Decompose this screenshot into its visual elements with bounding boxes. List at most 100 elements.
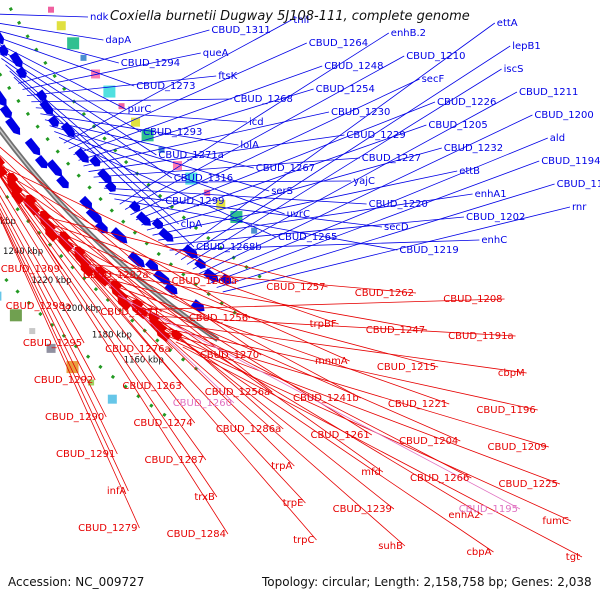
leader-line (0, 167, 185, 387)
reverse-gene-label: trxB (194, 492, 215, 503)
leader-line (102, 281, 450, 405)
feature-box (107, 394, 117, 404)
leader-line (7, 181, 273, 393)
leader-line (68, 42, 307, 150)
leader-line (0, 30, 119, 64)
feature-box (46, 343, 56, 353)
leader-line (0, 13, 89, 18)
reverse-gene-label: cbpA (466, 547, 491, 558)
forward-gene-label: iscS (504, 64, 524, 75)
forward-gene-arrow (89, 155, 101, 167)
forward-gene-label: CBUD_1273 (136, 81, 195, 92)
reverse-gene-label: CBUD_1282a (83, 270, 148, 281)
scale-label: 1180 kbp (92, 330, 132, 340)
forward-gene-label: uvrC (287, 209, 310, 220)
reverse-gene-label: CBUD_1284 (167, 529, 226, 540)
reverse-gene-label: trpBF (310, 319, 337, 330)
feature-box (131, 117, 141, 127)
leader-line (0, 207, 107, 418)
reverse-gene-label: CBUD_1256a (205, 387, 270, 398)
forward-gene-arrow (164, 282, 178, 295)
reverse-gene-label: CBUD_1221 (388, 399, 447, 410)
dotted-ring (0, 71, 237, 315)
leader-line (41, 220, 339, 325)
forward-gene-arrow (0, 31, 5, 45)
forward-gene-arrow (0, 90, 7, 107)
feature-box (56, 21, 66, 31)
leader-line (18, 29, 210, 84)
leader-line (0, 212, 118, 455)
forward-gene-label: lepB1 (512, 41, 541, 52)
scale-label: 1200 kbp (61, 304, 101, 314)
leader-line (180, 45, 511, 261)
forward-gene-label: CBUD_1254 (316, 84, 375, 95)
leader-line (152, 170, 458, 236)
leader-line (29, 207, 317, 541)
leader-line (182, 346, 583, 558)
leader-line (0, 216, 140, 529)
forward-gene-label: CBUD_1232 (444, 143, 503, 154)
leader-line (141, 124, 427, 226)
forward-gene-label: enhA1 (475, 189, 507, 200)
forward-gene-label: secF (422, 74, 445, 85)
leader-lines (0, 13, 583, 558)
leader-line (108, 287, 461, 442)
reverse-gene-arrow (59, 231, 71, 243)
forward-gene-label: ald (550, 133, 565, 144)
reverse-gene-label: CBUD_1262 (355, 288, 414, 299)
reverse-gene-label: mfd (361, 467, 381, 478)
forward-gene-label: CBUD_1219 (399, 245, 458, 256)
forward-gene-arrow (60, 121, 75, 138)
leader-line (0, 53, 157, 156)
forward-gene-label: yajC (353, 176, 375, 187)
forward-gene-label: enhC (481, 235, 507, 246)
leader-line (73, 65, 323, 156)
reverse-gene-label: fumC (542, 516, 569, 527)
forward-gene-arrow (5, 117, 21, 136)
leader-line (24, 201, 235, 404)
feature-box (91, 69, 101, 79)
reverse-gene-label: mnmA (315, 356, 348, 367)
forward-gene-label: CBUD_1226 (437, 97, 496, 108)
reverse-gene-label: CBUD_1263 (122, 381, 181, 392)
reverse-gene-label: CBUD_1268a (172, 276, 237, 287)
leader-line (93, 157, 360, 178)
reverse-gene-label: CBUD_1290 (45, 412, 104, 423)
reverse-gene-label: CBUD_1266 (410, 473, 469, 484)
scale-label: 1260 kbp (0, 217, 16, 227)
forward-gene-arrow (127, 251, 146, 268)
feature-box (48, 6, 55, 13)
reverse-gene-label: CBUD_1271 (100, 307, 159, 318)
leader-line (128, 304, 494, 553)
reverse-gene-label: CBUD_1276a (105, 344, 170, 355)
feature-box (118, 103, 125, 110)
leader-line (114, 198, 398, 251)
reverse-gene-label: cbpM (498, 368, 525, 379)
reverse-gene-arrow (39, 210, 52, 222)
forward-gene-label: rnr (572, 202, 587, 213)
forward-gene-arrow (85, 207, 103, 224)
reverse-gene-label: enhA2 (448, 510, 480, 521)
reverse-gene-label: trpA (271, 461, 292, 472)
leader-line (0, 165, 240, 282)
leader-line (0, 49, 142, 133)
leader-line (0, 202, 96, 381)
forward-gene-arrow (0, 104, 13, 119)
label-layer: ndk dapA CBUD_1294 CBUD_1273 purC CBUD_1293 CB… (1, 12, 600, 563)
forward-gene-arrow (97, 168, 112, 184)
leader-line (210, 160, 540, 284)
reverse-gene-label: CBUD_1295 (23, 338, 82, 349)
leader-line (204, 137, 548, 279)
leader-line (47, 226, 350, 362)
accession-text: Accession: NC_009727 (8, 575, 145, 589)
leader-line (58, 137, 277, 238)
leader-line (12, 188, 284, 430)
forward-gene-label: CBUD_1200 (534, 110, 593, 121)
forward-gene-label: dapA (105, 35, 131, 46)
pseudo-gene-label: CBUD_1195 (459, 504, 518, 515)
feature-box (88, 379, 95, 386)
leader-line (40, 113, 239, 146)
reverse-gene-label: CBUD_1291 (56, 449, 115, 460)
forward-gene-label: CBUD_1227 (362, 153, 421, 164)
